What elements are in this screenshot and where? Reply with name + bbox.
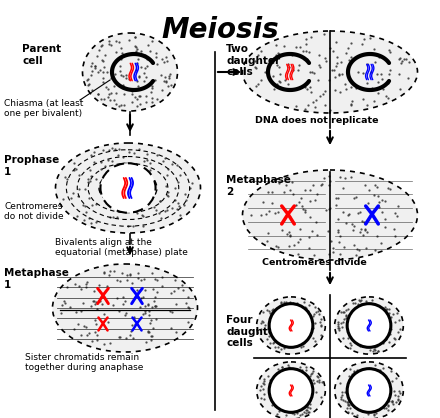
Text: Parent
cell: Parent cell [22, 44, 61, 66]
Text: Metaphase
1: Metaphase 1 [4, 268, 69, 290]
Text: Meiosis: Meiosis [161, 16, 279, 44]
Ellipse shape [83, 33, 177, 111]
Ellipse shape [242, 31, 418, 113]
Text: Sister chromatids remain
together during anaphase: Sister chromatids remain together during… [25, 353, 143, 372]
Ellipse shape [100, 163, 156, 213]
Text: Bivalents align at the
equatorial (metaphase) plate: Bivalents align at the equatorial (metap… [55, 238, 188, 257]
Text: Chiasma (at least
one per bivalent): Chiasma (at least one per bivalent) [4, 99, 83, 118]
Circle shape [347, 369, 391, 412]
Ellipse shape [335, 362, 403, 418]
Text: DNA does not replicate: DNA does not replicate [255, 116, 378, 125]
Ellipse shape [257, 297, 325, 354]
Circle shape [347, 303, 391, 347]
Ellipse shape [52, 264, 198, 352]
Ellipse shape [257, 362, 325, 418]
Text: Prophase
1: Prophase 1 [4, 155, 59, 176]
Text: Two
daughter
cells: Two daughter cells [226, 44, 280, 77]
Ellipse shape [242, 170, 418, 260]
Circle shape [269, 303, 313, 347]
Ellipse shape [335, 297, 403, 354]
Text: Centromeres
do not divide: Centromeres do not divide [4, 202, 64, 222]
Ellipse shape [55, 143, 201, 233]
Text: Four
daughter
cells: Four daughter cells [226, 315, 280, 348]
Text: Metaphase
2: Metaphase 2 [226, 175, 291, 196]
Circle shape [269, 369, 313, 412]
Text: Centromeres divide: Centromeres divide [262, 258, 367, 267]
